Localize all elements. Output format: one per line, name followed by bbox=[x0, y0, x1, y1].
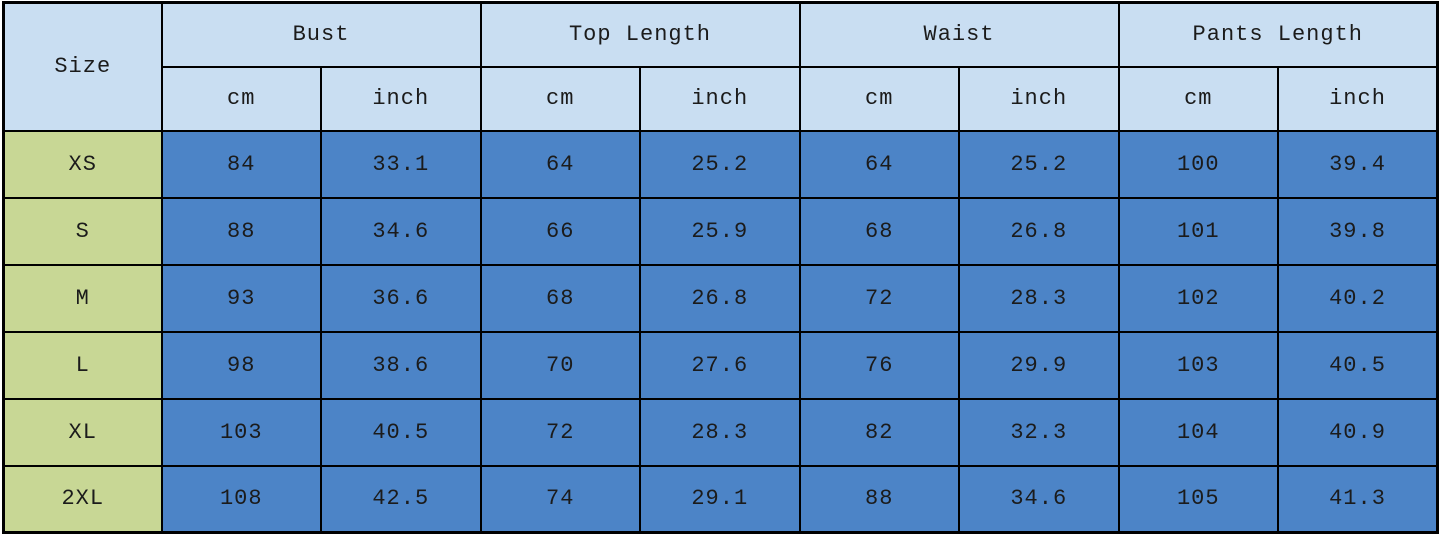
table-row: M 93 36.6 68 26.8 72 28.3 102 40.2 bbox=[2, 263, 1439, 333]
measurement-cell: 28.3 bbox=[639, 397, 801, 467]
measurement-cell: 76 bbox=[798, 330, 960, 400]
size-cell: L bbox=[2, 330, 163, 400]
measurement-cell: 66 bbox=[479, 196, 641, 266]
measurement-cell: 41.3 bbox=[1277, 464, 1439, 534]
column-group-pants-length: Pants Length bbox=[1117, 1, 1439, 68]
measurement-cell: 25.9 bbox=[639, 196, 801, 266]
measurement-cell: 103 bbox=[160, 397, 322, 467]
unit-header-waist-inch: inch bbox=[958, 65, 1120, 132]
measurement-cell: 64 bbox=[479, 129, 641, 199]
measurement-cell: 104 bbox=[1117, 397, 1280, 467]
measurement-cell: 68 bbox=[798, 196, 960, 266]
measurement-cell: 74 bbox=[479, 464, 641, 534]
unit-header-pants-length-inch: inch bbox=[1277, 65, 1439, 132]
measurement-cell: 68 bbox=[479, 263, 641, 333]
header-unit-row: cm inch cm inch cm inch cm inch bbox=[4, 65, 1439, 132]
table-header: Size Bust Top Length Waist Pants Length … bbox=[2, 1, 1439, 132]
measurement-cell: 39.8 bbox=[1277, 196, 1439, 266]
size-cell: XS bbox=[2, 129, 163, 199]
measurement-cell: 38.6 bbox=[320, 330, 482, 400]
measurement-cell: 70 bbox=[479, 330, 641, 400]
size-table-body: XS 84 33.1 64 25.2 64 25.2 100 39.4 S 88 34.6 66 25.9… bbox=[2, 129, 1439, 534]
table-row: XS 84 33.1 64 25.2 64 25.2 100 39.4 bbox=[2, 129, 1439, 199]
unit-header-pants-length-cm: cm bbox=[1117, 65, 1280, 132]
table-row: XL 103 40.5 72 28.3 82 32.3 104 40.9 bbox=[2, 397, 1439, 467]
measurement-cell: 101 bbox=[1117, 196, 1280, 266]
measurement-cell: 25.2 bbox=[639, 129, 801, 199]
measurement-cell: 25.2 bbox=[958, 129, 1120, 199]
measurement-cell: 32.3 bbox=[958, 397, 1120, 467]
measurement-cell: 39.4 bbox=[1277, 129, 1439, 199]
column-group-bust: Bust bbox=[160, 1, 482, 68]
unit-header-bust-cm: cm bbox=[160, 65, 322, 132]
header-group-row: Size Bust Top Length Waist Pants Length bbox=[2, 1, 1439, 132]
measurement-cell: 26.8 bbox=[958, 196, 1120, 266]
size-cell: XL bbox=[2, 397, 163, 467]
measurement-cell: 34.6 bbox=[320, 196, 482, 266]
measurement-cell: 103 bbox=[1117, 330, 1280, 400]
table-row: S 88 34.6 66 25.9 68 26.8 101 39.8 bbox=[2, 196, 1439, 266]
measurement-cell: 72 bbox=[479, 397, 641, 467]
measurement-cell: 34.6 bbox=[958, 464, 1120, 534]
measurement-cell: 29.1 bbox=[639, 464, 801, 534]
measurement-cell: 98 bbox=[160, 330, 322, 400]
measurement-cell: 40.5 bbox=[320, 397, 482, 467]
measurement-cell: 40.5 bbox=[1277, 330, 1439, 400]
measurement-cell: 84 bbox=[160, 129, 322, 199]
measurement-cell: 40.9 bbox=[1277, 397, 1439, 467]
measurement-cell: 88 bbox=[798, 464, 960, 534]
measurement-cell: 36.6 bbox=[320, 263, 482, 333]
column-group-top-length: Top Length bbox=[479, 1, 801, 68]
measurement-cell: 40.2 bbox=[1277, 263, 1439, 333]
table-row: L 98 38.6 70 27.6 76 29.9 103 40.5 bbox=[2, 330, 1439, 400]
measurement-cell: 26.8 bbox=[639, 263, 801, 333]
measurement-cell: 28.3 bbox=[958, 263, 1120, 333]
table-row: 2XL 108 42.5 74 29.1 88 34.6 105 41.3 bbox=[2, 464, 1439, 534]
measurement-cell: 72 bbox=[798, 263, 960, 333]
size-cell: M bbox=[2, 263, 163, 333]
size-cell: S bbox=[2, 196, 163, 266]
measurement-cell: 102 bbox=[1117, 263, 1280, 333]
measurement-cell: 108 bbox=[160, 464, 322, 534]
measurement-cell: 33.1 bbox=[320, 129, 482, 199]
measurement-cell: 64 bbox=[798, 129, 960, 199]
measurement-cell: 93 bbox=[160, 263, 322, 333]
measurement-cell: 27.6 bbox=[639, 330, 801, 400]
unit-header-bust-inch: inch bbox=[320, 65, 482, 132]
column-group-waist: Waist bbox=[798, 1, 1120, 68]
unit-header-top-length-cm: cm bbox=[479, 65, 641, 132]
measurement-cell: 29.9 bbox=[958, 330, 1120, 400]
measurement-cell: 100 bbox=[1117, 129, 1280, 199]
measurement-cell: 105 bbox=[1117, 464, 1280, 534]
unit-header-waist-cm: cm bbox=[798, 65, 960, 132]
measurement-cell: 88 bbox=[160, 196, 322, 266]
size-column-header: Size bbox=[2, 1, 163, 132]
measurement-cell: 42.5 bbox=[320, 464, 482, 534]
unit-header-top-length-inch: inch bbox=[639, 65, 801, 132]
measurement-cell: 82 bbox=[798, 397, 960, 467]
size-cell: 2XL bbox=[2, 464, 163, 534]
